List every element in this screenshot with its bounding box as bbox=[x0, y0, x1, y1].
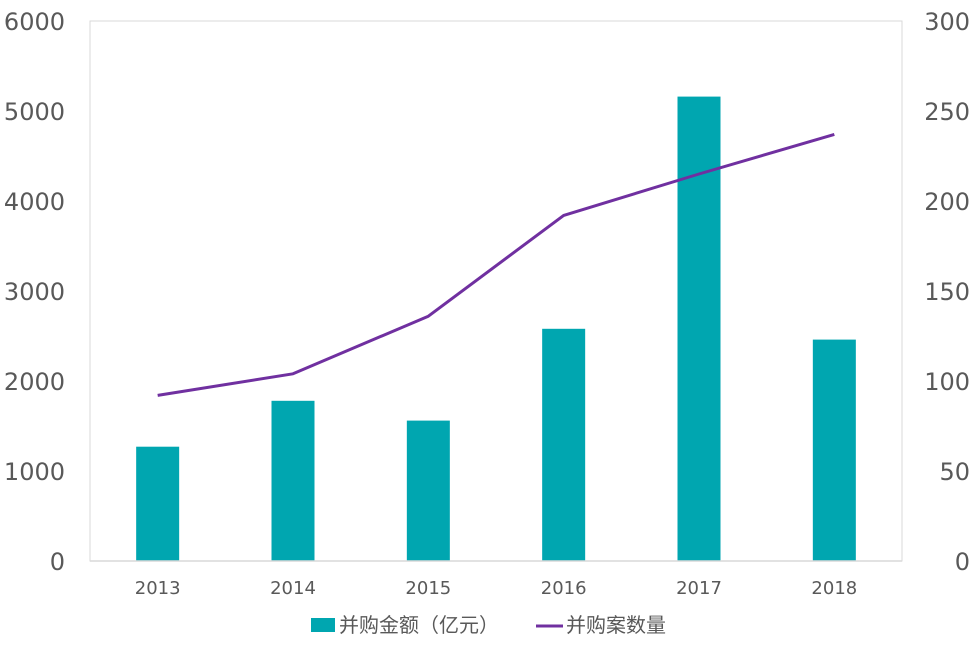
x-tick-label: 2016 bbox=[541, 578, 587, 599]
right-tick-label: 150 bbox=[924, 278, 970, 306]
legend-line-label: 并购案数量 bbox=[566, 613, 666, 637]
x-tick-label: 2017 bbox=[676, 578, 722, 599]
left-tick-label: 3000 bbox=[4, 278, 65, 306]
bar bbox=[677, 96, 721, 561]
left-tick-label: 5000 bbox=[4, 98, 65, 126]
bar bbox=[271, 400, 315, 561]
left-tick-label: 4000 bbox=[4, 188, 65, 216]
left-tick-label: 1000 bbox=[4, 458, 65, 486]
right-tick-label: 200 bbox=[924, 188, 970, 216]
bar-series bbox=[136, 96, 856, 561]
right-tick-label: 100 bbox=[924, 368, 970, 396]
x-tick-label: 2018 bbox=[811, 578, 857, 599]
line-series bbox=[157, 132, 835, 397]
legend-bar-swatch bbox=[311, 618, 335, 632]
left-axis: 0 1000 2000 3000 4000 5000 6000 bbox=[4, 8, 65, 576]
plot-frame bbox=[89, 20, 903, 562]
right-tick-label: 0 bbox=[955, 548, 970, 576]
right-tick-label: 300 bbox=[924, 8, 970, 36]
bar bbox=[406, 420, 450, 561]
x-tick-label: 2014 bbox=[270, 578, 316, 599]
bar bbox=[812, 339, 856, 561]
bar bbox=[136, 446, 180, 561]
x-tick-label: 2015 bbox=[405, 578, 451, 599]
left-tick-label: 0 bbox=[50, 548, 65, 576]
x-tick-label: 2013 bbox=[135, 578, 181, 599]
right-tick-label: 50 bbox=[939, 458, 970, 486]
left-tick-label: 6000 bbox=[4, 8, 65, 36]
bar bbox=[542, 328, 586, 561]
right-tick-label: 250 bbox=[924, 98, 970, 126]
legend: 并购金额（亿元） 并购案数量 bbox=[311, 613, 666, 637]
x-axis: 2013 2014 2015 2016 2017 2018 bbox=[135, 578, 857, 599]
legend-bar-label: 并购金额（亿元） bbox=[339, 613, 499, 637]
right-axis: 0 50 100 150 200 250 300 bbox=[924, 8, 970, 576]
left-tick-label: 2000 bbox=[4, 368, 65, 396]
